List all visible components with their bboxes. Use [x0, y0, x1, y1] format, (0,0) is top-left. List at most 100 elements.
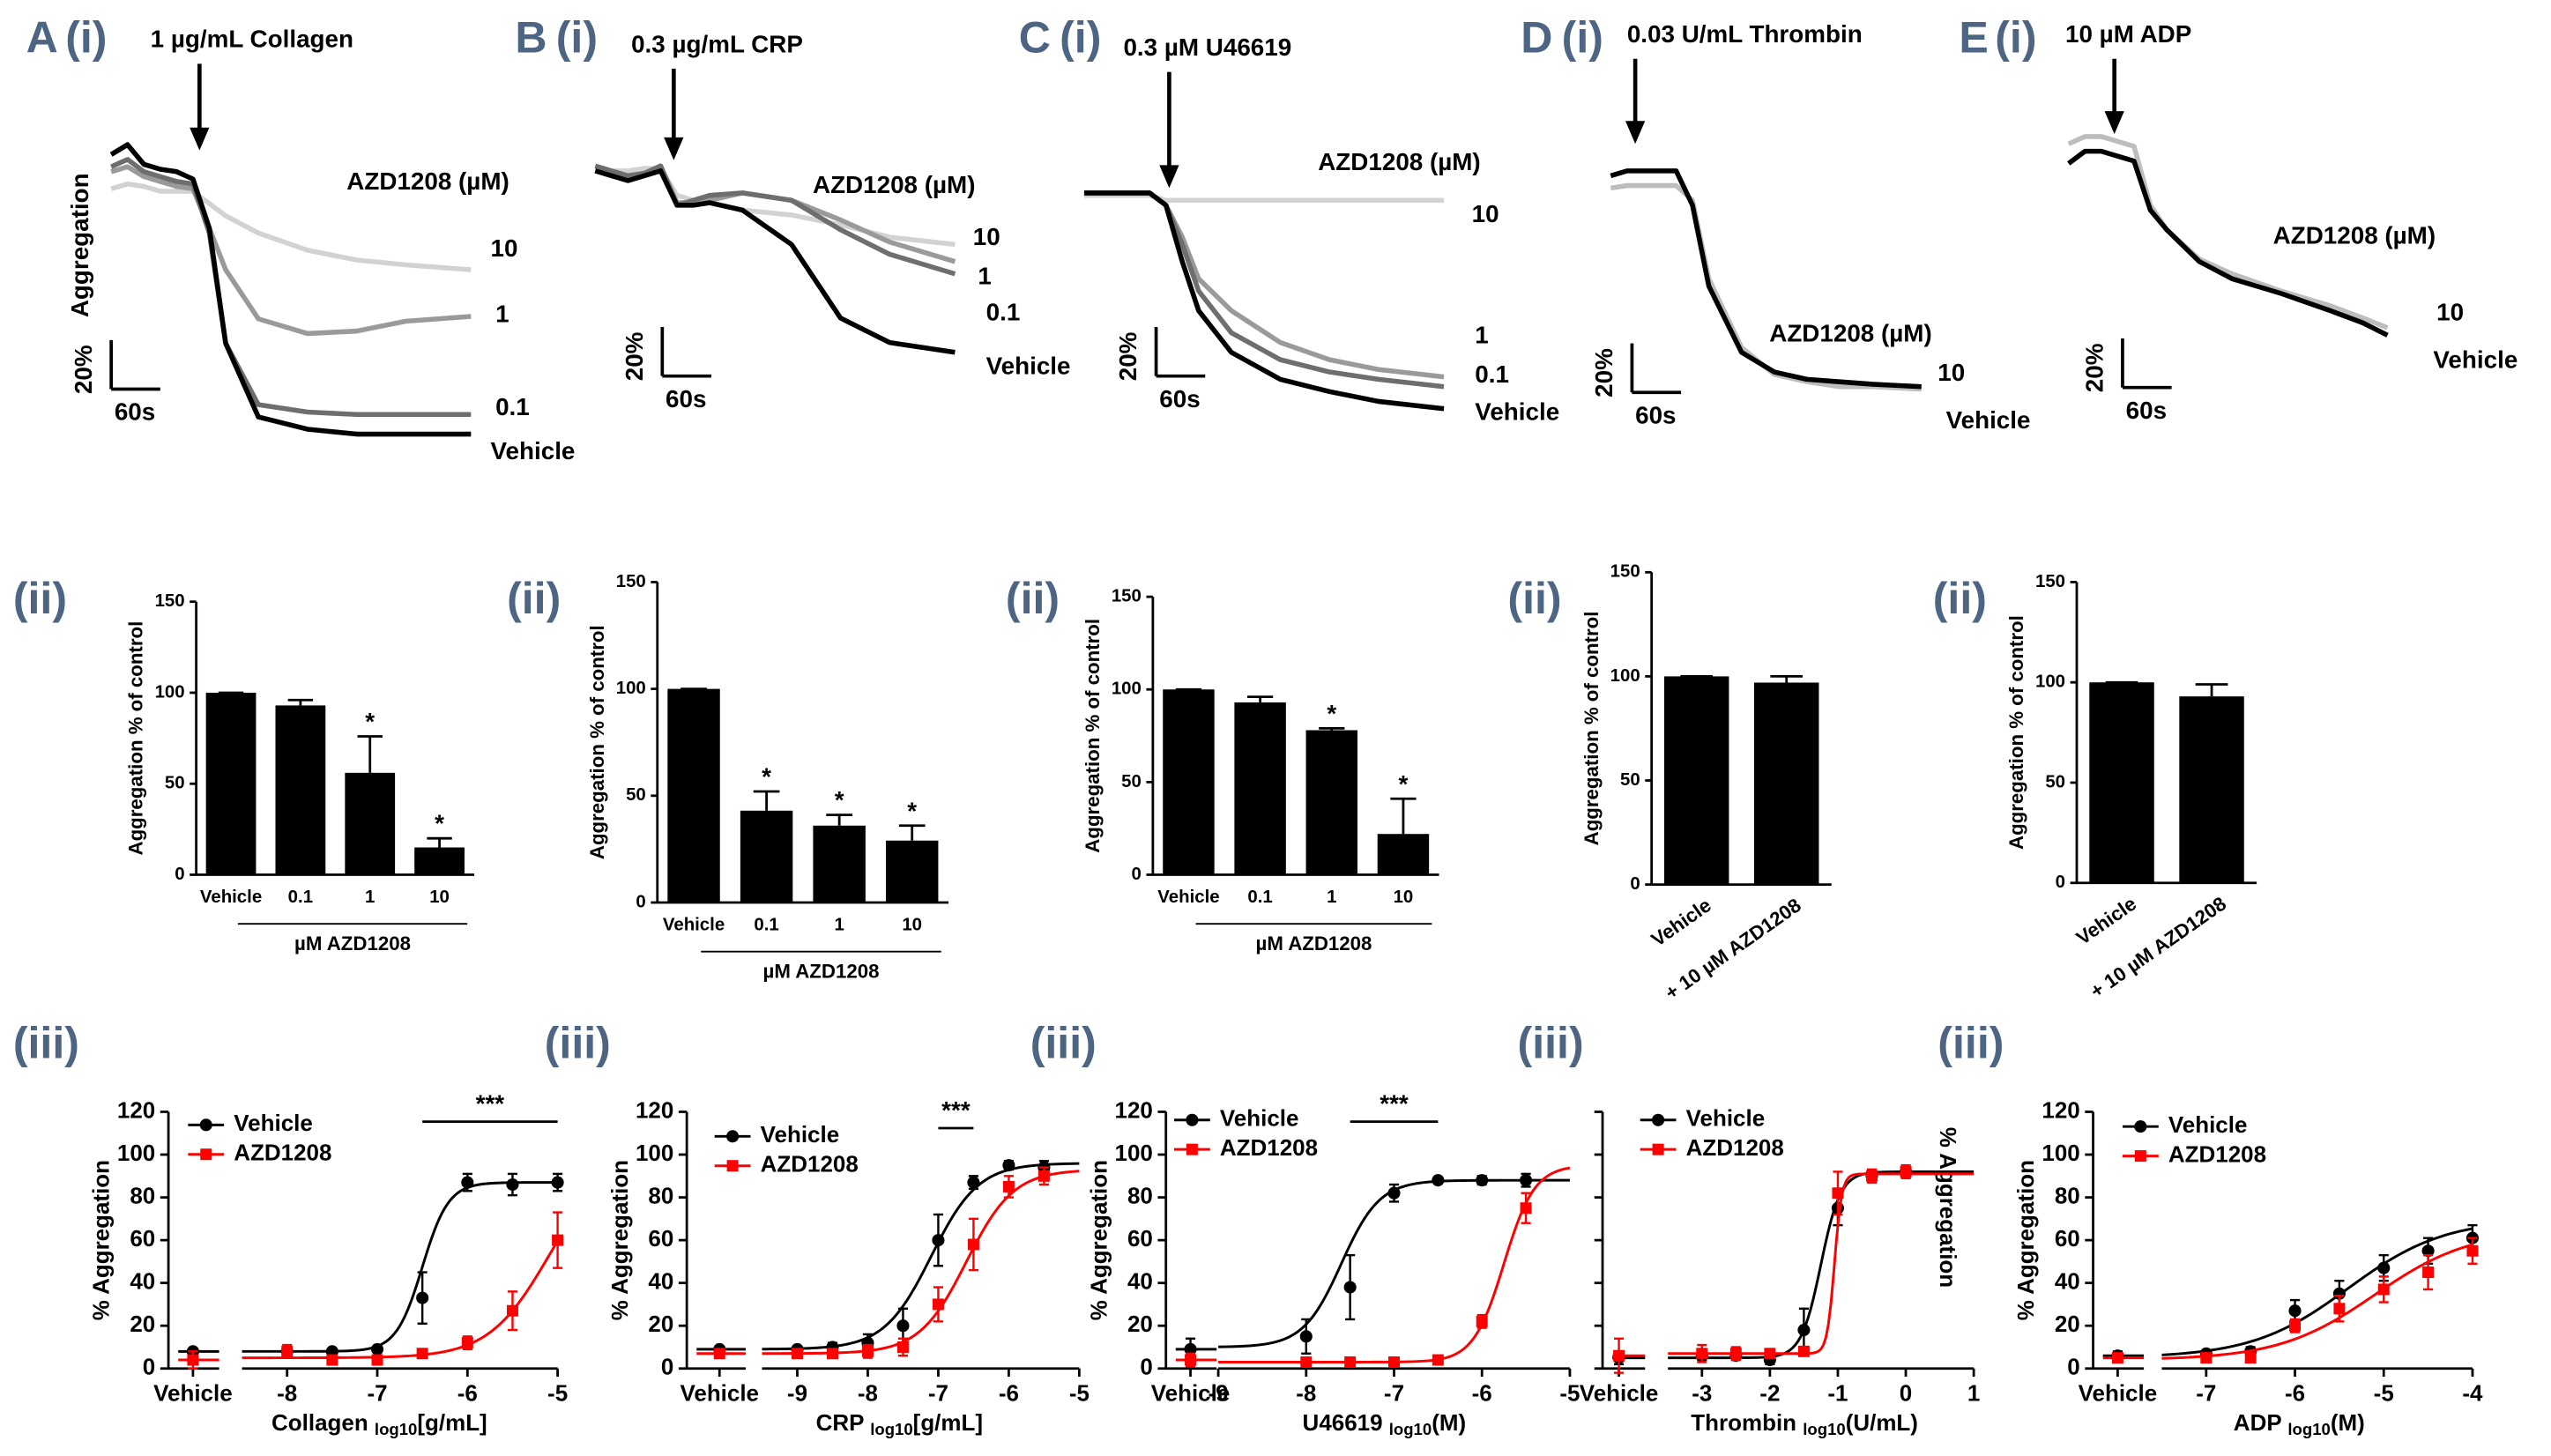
- y-tick-label: 0: [1132, 865, 1142, 884]
- subpanel-label: (ii): [1507, 574, 1561, 623]
- series-label: 1: [495, 300, 509, 327]
- scale-x-label: 60s: [115, 398, 155, 426]
- data-point: [932, 1234, 945, 1247]
- y-axis-label: Aggregation % of control: [125, 621, 147, 856]
- trace-line: [2067, 148, 2389, 338]
- x-tick-label: -6: [1472, 1379, 1492, 1406]
- data-point: [2288, 1304, 2302, 1318]
- x-label-sub: log10: [2287, 1420, 2330, 1438]
- y-tick-label: 20: [2055, 1311, 2080, 1337]
- panel-label: C: [1019, 13, 1051, 63]
- y-tick-label: 40: [648, 1268, 673, 1295]
- x-label-sub: log10: [375, 1420, 417, 1438]
- subpanel-label: (i): [556, 13, 598, 63]
- x-axis-label: U46619 log10(M): [1303, 1409, 1467, 1438]
- significance-star: *: [907, 797, 917, 824]
- group-label: µM AZD1208: [294, 932, 411, 955]
- x-tick-label: -8: [858, 1379, 878, 1406]
- x-tick-label: -8: [1296, 1379, 1316, 1406]
- subpanel-label: (iii): [1937, 1019, 2004, 1068]
- data-point: [461, 1176, 474, 1189]
- x-tick-label: -3: [1692, 1379, 1712, 1406]
- x-tick-label: Vehicle: [1580, 1379, 1659, 1406]
- x-tick-label: 0.1: [754, 915, 778, 934]
- arrow-head: [2104, 111, 2124, 135]
- x-tick-label: 0: [1900, 1379, 1912, 1406]
- series-label: Vehicle: [491, 437, 576, 464]
- data-point: [506, 1177, 519, 1192]
- panel-label: E: [1959, 13, 1988, 63]
- x-tick-label: -7: [367, 1379, 387, 1406]
- y-tick-label: 100: [636, 1140, 673, 1166]
- data-point: [861, 1345, 874, 1357]
- agonist-label: 1 µg/mL Collagen: [151, 26, 353, 53]
- x-tick-label: -5: [547, 1379, 568, 1406]
- y-axis-label: Aggregation % of control: [1082, 619, 1104, 853]
- bar: [813, 825, 866, 903]
- legend-label: Vehicle: [761, 1121, 840, 1148]
- data-point: [826, 1348, 838, 1360]
- series-label: 1: [1475, 322, 1488, 349]
- data-point: [2111, 1352, 2123, 1364]
- x-tick-label: 1: [834, 915, 844, 934]
- data-point: [1344, 1356, 1357, 1368]
- y-axis-label: % Aggregation: [1085, 1160, 1112, 1320]
- x-tick-label: -6: [457, 1379, 478, 1406]
- y-axis-label: Aggregation % of control: [586, 625, 608, 859]
- scale-x-label: 60s: [1159, 385, 1200, 412]
- x-label-unit: (M): [1432, 1409, 1466, 1436]
- data-point: [1866, 1170, 1878, 1182]
- x-tick-label: 10: [902, 915, 922, 934]
- data-point: [551, 1176, 564, 1189]
- data-point: [896, 1319, 910, 1333]
- legend-title: AZD1208 (µM): [1769, 320, 1931, 347]
- data-point: [2200, 1352, 2213, 1364]
- x-tick-label: Vehicle: [663, 915, 725, 934]
- y-tick-label: 40: [130, 1268, 155, 1295]
- y-axis-label: % Aggregation: [1935, 1127, 1961, 1288]
- series-label: Vehicle: [1946, 406, 2031, 434]
- bar: [1753, 682, 1819, 885]
- series-label: 10: [1937, 359, 1965, 386]
- x-axis-label: Thrombin log10(U/mL): [1691, 1409, 1918, 1438]
- y-tick-label: 40: [1127, 1268, 1153, 1295]
- data-point: [1185, 1354, 1197, 1366]
- y-tick-label: 50: [165, 774, 185, 793]
- y-tick-label: 60: [1127, 1225, 1153, 1252]
- y-tick-label: 0: [143, 1354, 155, 1380]
- y-tick-label: 100: [616, 679, 646, 698]
- fit-curve: [1668, 1170, 1975, 1360]
- scale-y-label: 20%: [621, 332, 648, 382]
- group-label: µM AZD1208: [1256, 932, 1372, 955]
- scale-y-label: 20%: [70, 345, 97, 394]
- series-label: 0.1: [1475, 360, 1509, 388]
- data-point: [967, 1238, 979, 1251]
- y-tick-label: 50: [1620, 770, 1640, 790]
- x-tick-label: -5: [2374, 1379, 2394, 1406]
- x-label-sub: log10: [1803, 1420, 1845, 1438]
- data-point: [2466, 1244, 2479, 1257]
- y-tick-label: 60: [648, 1225, 673, 1252]
- x-tick-label: -9: [1209, 1379, 1229, 1406]
- y-tick-label: 60: [2055, 1225, 2080, 1252]
- data-point: [2333, 1303, 2346, 1315]
- bar: [275, 705, 326, 875]
- x-tick-label: 0.1: [1247, 888, 1272, 907]
- data-point: [1002, 1159, 1015, 1172]
- x-tick-label: -9: [787, 1379, 807, 1406]
- legend-title: AZD1208 (µM): [813, 171, 975, 198]
- y-tick-label: 50: [2045, 772, 2065, 791]
- x-tick-label: Vehicle: [200, 888, 262, 907]
- data-point: [1764, 1348, 1776, 1360]
- data-point: [2244, 1352, 2257, 1364]
- series-label: 1: [978, 263, 991, 290]
- legend-label: Vehicle: [1220, 1105, 1299, 1132]
- subpanel-label: (ii): [1006, 574, 1060, 623]
- x-label-unit: [g/mL]: [913, 1409, 983, 1436]
- legend-label: Vehicle: [234, 1110, 313, 1136]
- x-tick-label: -7: [2196, 1379, 2216, 1406]
- significance-star: *: [365, 708, 375, 735]
- y-tick-label: 0: [175, 865, 184, 884]
- significance-star: *: [435, 810, 444, 837]
